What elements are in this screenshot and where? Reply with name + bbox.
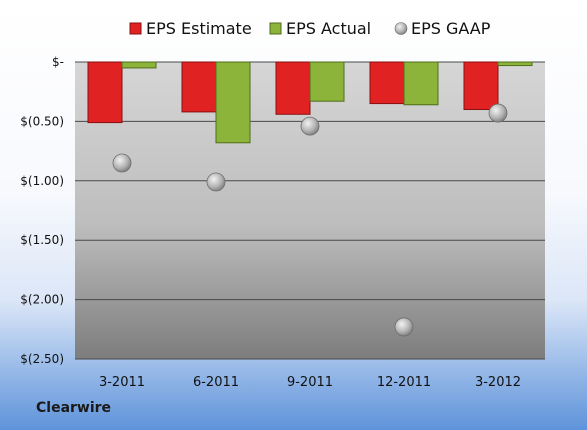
bar-eps-actual (497, 61, 533, 67)
legend-label: EPS Actual (286, 19, 371, 38)
bar-eps-estimate (463, 61, 499, 111)
y-tick-label: $(2.00) (20, 293, 64, 307)
y-tick-label: $(0.50) (20, 114, 64, 128)
x-tick-label: 6-2011 (193, 375, 239, 390)
x-tick-label: 3-2011 (99, 375, 145, 390)
bar-eps-estimate (369, 61, 405, 105)
y-tick-label: $- (52, 55, 64, 69)
legend-label: EPS Estimate (146, 19, 252, 38)
y-tick-label: $(2.50) (20, 352, 64, 366)
x-tick-label: 9-2011 (287, 375, 333, 390)
bar-eps-actual (215, 61, 251, 144)
bar-eps-estimate (275, 61, 311, 115)
bar-eps-estimate (87, 61, 123, 124)
marker-eps-gaap (112, 153, 132, 173)
legend-swatch (129, 22, 142, 35)
x-tick-label: 3-2012 (475, 375, 521, 390)
legend-swatch (394, 22, 408, 35)
marker-eps-gaap (488, 103, 508, 123)
company-name: Clearwire (36, 400, 112, 416)
marker-eps-gaap (206, 172, 226, 192)
x-tick-label: 12-2011 (377, 375, 431, 390)
y-tick-label: $(1.00) (20, 174, 64, 188)
marker-eps-gaap (300, 116, 320, 136)
y-tick-label: $(1.50) (20, 233, 64, 247)
bar-eps-estimate (181, 61, 217, 113)
bar-eps-actual (309, 61, 345, 102)
legend-label: EPS GAAP (411, 19, 491, 38)
legend-swatch (269, 22, 282, 35)
bar-eps-actual (403, 61, 439, 106)
marker-eps-gaap (394, 317, 414, 337)
bar-eps-actual (121, 61, 157, 69)
